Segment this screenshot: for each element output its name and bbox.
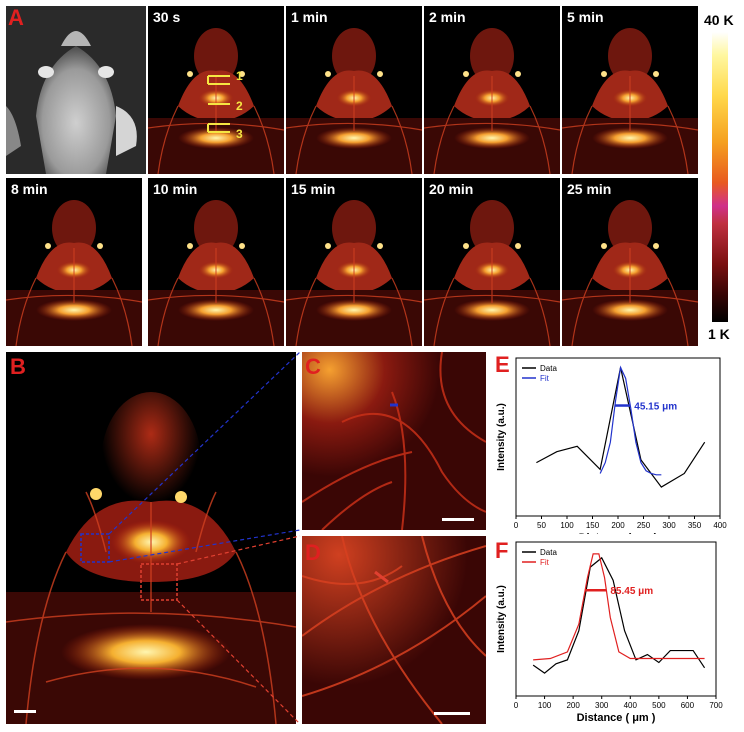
- scale-bar-d: [434, 712, 470, 715]
- colorbar-min-label: 1 K: [708, 326, 730, 342]
- vessel-fluorescence-image: [424, 178, 560, 346]
- timepoint-label: 8 min: [11, 181, 48, 197]
- panel-label-b: B: [10, 354, 26, 379]
- timepoint-tile: 1 min: [286, 6, 422, 174]
- timepoint-tile: 10 min: [148, 178, 284, 346]
- roi-3-bracket: [207, 123, 230, 133]
- y-axis-label: Intensity (a.u.): [496, 585, 507, 653]
- fit-series-line: [599, 365, 662, 476]
- panel-label-e: E: [495, 352, 510, 377]
- vessel-fluorescence-image: [148, 6, 284, 174]
- x-tick-label: 0: [514, 701, 519, 710]
- panel-f-plot: 0 100 200 300 400 500 600 700 Distance ( μm ) Int…: [490, 536, 740, 726]
- x-tick-label: 200: [566, 701, 580, 710]
- legend-entry: Data: [540, 548, 557, 557]
- legend-entry: Fit: [540, 374, 550, 383]
- x-tick-label: 200: [611, 521, 625, 530]
- panel-b-overview: [6, 352, 296, 724]
- x-tick-label: 100: [560, 521, 574, 530]
- panel-label-c: C: [305, 354, 321, 379]
- x-tick-label: 600: [681, 701, 695, 710]
- x-tick-label: 300: [662, 521, 676, 530]
- vessel-fluorescence-image: [6, 178, 142, 346]
- x-tick-label: 700: [709, 701, 723, 710]
- vessel-fluorescence-image: [562, 6, 698, 174]
- x-tick-label: 400: [624, 701, 638, 710]
- vessel-fluorescence-image: [286, 178, 422, 346]
- timepoint-tile: 30 s: [148, 6, 284, 174]
- fwhm-label: 45.15 μm: [634, 402, 677, 413]
- vessel-fluorescence-image: [424, 6, 560, 174]
- timepoint-tile: 20 min: [424, 178, 560, 346]
- profile-chart-f: 0 100 200 300 400 500 600 700 Distance ( μm ) Int…: [496, 541, 723, 724]
- x-tick-label: 350: [688, 521, 702, 530]
- timepoint-label: 2 min: [429, 9, 466, 25]
- roi-overlay: 1 2 3: [207, 69, 243, 141]
- plot-frame: [515, 541, 717, 697]
- scale-bar-c: [442, 518, 474, 521]
- panel-label-d: D: [305, 540, 321, 565]
- x-tick-label: 400: [713, 521, 727, 530]
- timepoint-label: 10 min: [153, 181, 198, 197]
- y-axis-label: Intensity (a.u.): [496, 403, 507, 471]
- panel-label-a: A: [8, 5, 24, 30]
- panel-d-zoom: [302, 536, 486, 724]
- vessel-fluorescence-image: [286, 6, 422, 174]
- colorbar-max-label: 40 K: [704, 12, 734, 28]
- x-axis-label: Distance ( μm ): [577, 712, 656, 724]
- timepoint-label: 25 min: [567, 181, 612, 197]
- panel-e-plot: 0 50 100 150 200 250 300 350 400 Distance ( μm ) I…: [490, 352, 740, 544]
- roi-label-1: 1: [236, 69, 243, 83]
- data-series-line: [536, 367, 706, 488]
- zoom-image-c: [302, 352, 486, 530]
- vessel-overview-image: [6, 352, 296, 724]
- colorbar: [712, 32, 728, 322]
- scale-bar-b: [14, 710, 36, 713]
- vessel-fluorescence-image: [148, 178, 284, 346]
- roi-label-2: 2: [236, 99, 243, 113]
- x-tick-label: 300: [595, 701, 609, 710]
- roi-1-bracket: [207, 75, 230, 85]
- x-tick-label: 0: [514, 521, 519, 530]
- zoom-image-d: [302, 536, 486, 724]
- vessel-fluorescence-image: [562, 178, 698, 346]
- timepoint-label: 5 min: [567, 9, 604, 25]
- x-tick-label: 500: [652, 701, 666, 710]
- timepoint-label: 20 min: [429, 181, 474, 197]
- fwhm-label: 85.45 μm: [610, 586, 653, 597]
- panel-c-zoom: [302, 352, 486, 530]
- timepoint-tile: 15 min: [286, 178, 422, 346]
- legend-entry: Fit: [540, 558, 550, 567]
- bright-field-image: [6, 6, 146, 174]
- timepoint-label: 1 min: [291, 9, 328, 25]
- fit-series-line: [533, 553, 705, 661]
- timepoint-label: 15 min: [291, 181, 336, 197]
- profile-chart-e: 0 50 100 150 200 250 300 350 400 Distance ( μm ) I…: [496, 357, 727, 544]
- timepoint-tile: 2 min: [424, 6, 560, 174]
- panel-label-f: F: [495, 538, 509, 563]
- timepoint-label: 30 s: [153, 9, 181, 25]
- x-tick-label: 150: [586, 521, 600, 530]
- roi-label-3: 3: [236, 127, 243, 141]
- timepoint-tile: 8 min: [6, 178, 142, 346]
- x-axis-label: Distance ( μm ): [579, 532, 658, 534]
- timepoint-tile: 5 min: [562, 6, 698, 174]
- roi-box-d: [140, 563, 178, 601]
- x-tick-label: 50: [537, 521, 546, 530]
- data-series-line: [532, 556, 706, 674]
- panel-a-bright-field: [6, 6, 146, 174]
- timepoint-tile: 25 min: [562, 178, 698, 346]
- x-tick-label: 100: [538, 701, 552, 710]
- x-tick-label: 250: [637, 521, 651, 530]
- legend-entry: Data: [540, 364, 557, 373]
